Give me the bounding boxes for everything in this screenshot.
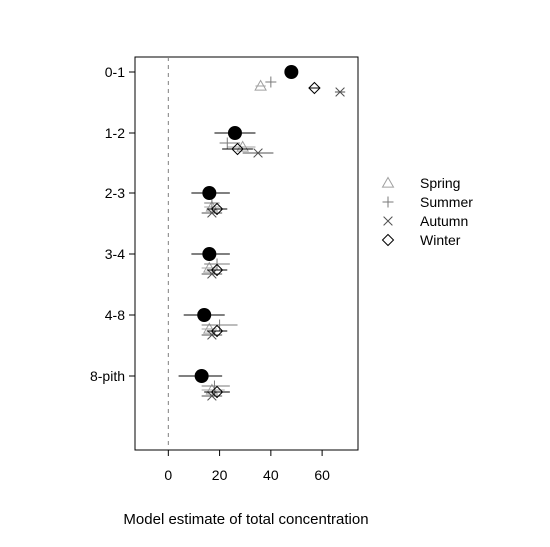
legend-label-winter: Winter (420, 232, 461, 248)
point-winter (210, 324, 224, 338)
point-overall (202, 186, 217, 200)
point-winter (308, 81, 321, 95)
legend-marker-summer (382, 196, 394, 208)
legend-label-summer: Summer (420, 194, 473, 210)
point-winter (210, 202, 224, 216)
x-tick-label: 0 (164, 467, 172, 483)
point-autumn (207, 391, 217, 401)
point-overall (284, 65, 299, 79)
y-tick-label: 4-8 (105, 307, 125, 323)
legend: Spring Summer Autumn Winter (381, 175, 473, 248)
point-overall (197, 308, 212, 322)
x-tick-label: 40 (263, 467, 279, 483)
y-tick-label: 2-3 (105, 185, 125, 201)
y-tick-label: 3-4 (105, 246, 125, 262)
y-axis: 0-1 1-2 2-3 3-4 4-8 8-pith (90, 64, 135, 384)
point-overall (227, 126, 242, 140)
x-axis: 0 20 40 60 (164, 450, 330, 483)
point-autumn (335, 87, 345, 97)
point-winter (231, 142, 244, 156)
x-tick-label: 20 (212, 467, 228, 483)
point-winter (210, 385, 224, 399)
legend-label-autumn: Autumn (420, 213, 468, 229)
legend-label-spring: Spring (420, 175, 460, 191)
point-autumn (207, 208, 217, 218)
point-autumn (207, 269, 217, 279)
legend-marker-spring (381, 176, 395, 188)
x-axis-title: Model estimate of total concentration (123, 511, 368, 528)
y-tick-label: 1-2 (105, 125, 125, 141)
legend-marker-autumn (383, 216, 393, 226)
x-tick-label: 60 (314, 467, 330, 483)
point-spring (254, 79, 267, 91)
point-overall (194, 369, 209, 383)
point-autumn (253, 148, 263, 158)
point-summer (221, 137, 233, 149)
point-overall (202, 247, 217, 261)
point-winter (210, 263, 224, 277)
plot-marks (178, 65, 346, 401)
y-tick-label: 8-pith (90, 368, 125, 384)
point-autumn (207, 330, 217, 340)
legend-marker-winter (381, 233, 395, 247)
y-tick-label: 0-1 (105, 64, 125, 80)
point-summer (265, 76, 277, 88)
